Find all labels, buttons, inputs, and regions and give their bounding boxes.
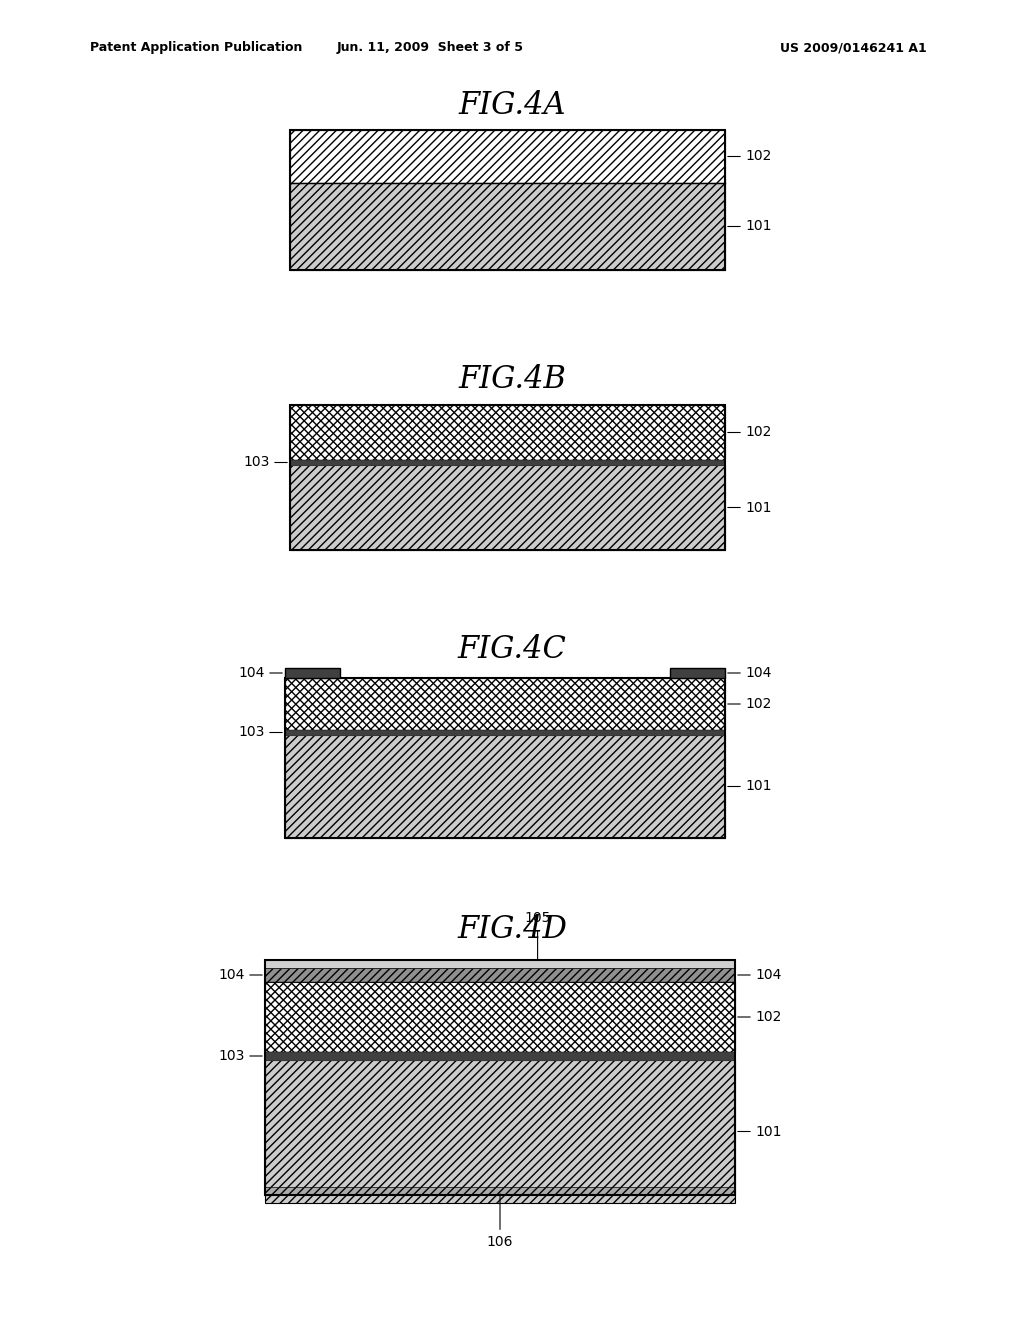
- Bar: [285, 668, 340, 678]
- Text: 103: 103: [244, 455, 270, 470]
- Bar: [265, 960, 735, 1195]
- Bar: [290, 405, 725, 459]
- Text: Jun. 11, 2009  Sheet 3 of 5: Jun. 11, 2009 Sheet 3 of 5: [337, 41, 523, 54]
- Text: 101: 101: [745, 500, 771, 515]
- Text: 103: 103: [239, 726, 265, 739]
- Bar: [265, 982, 735, 1052]
- Bar: [290, 405, 725, 459]
- Text: 102: 102: [745, 697, 771, 711]
- Text: 104: 104: [239, 667, 265, 680]
- Text: 106: 106: [486, 1193, 513, 1249]
- Bar: [290, 183, 725, 271]
- Text: 102: 102: [755, 1010, 781, 1024]
- Text: Patent Application Publication: Patent Application Publication: [90, 41, 302, 54]
- Text: 101: 101: [745, 780, 771, 793]
- Text: 105: 105: [524, 911, 551, 961]
- Bar: [265, 1052, 735, 1060]
- Bar: [265, 968, 735, 982]
- Bar: [290, 129, 725, 183]
- Text: 103: 103: [219, 1049, 245, 1063]
- Bar: [265, 982, 735, 1052]
- Bar: [290, 465, 725, 550]
- Bar: [290, 129, 725, 271]
- Bar: [285, 678, 725, 730]
- Text: FIG.4B: FIG.4B: [458, 364, 566, 396]
- Text: 104: 104: [745, 667, 771, 680]
- Text: 102: 102: [745, 425, 771, 440]
- Bar: [670, 668, 725, 678]
- Text: FIG.4D: FIG.4D: [457, 915, 567, 945]
- Text: 101: 101: [745, 219, 771, 234]
- Text: 101: 101: [755, 1125, 781, 1138]
- Bar: [285, 678, 725, 838]
- Text: 102: 102: [745, 149, 771, 164]
- Bar: [285, 678, 725, 730]
- Bar: [285, 735, 725, 838]
- Text: US 2009/0146241 A1: US 2009/0146241 A1: [780, 41, 927, 54]
- Bar: [290, 459, 725, 465]
- Bar: [265, 960, 735, 968]
- Text: FIG.4C: FIG.4C: [458, 635, 566, 665]
- Text: FIG.4A: FIG.4A: [459, 90, 565, 120]
- Text: 104: 104: [755, 968, 781, 982]
- Bar: [265, 1060, 735, 1203]
- Bar: [265, 1187, 735, 1195]
- Bar: [290, 405, 725, 550]
- Bar: [285, 730, 725, 735]
- Text: 104: 104: [219, 968, 245, 982]
